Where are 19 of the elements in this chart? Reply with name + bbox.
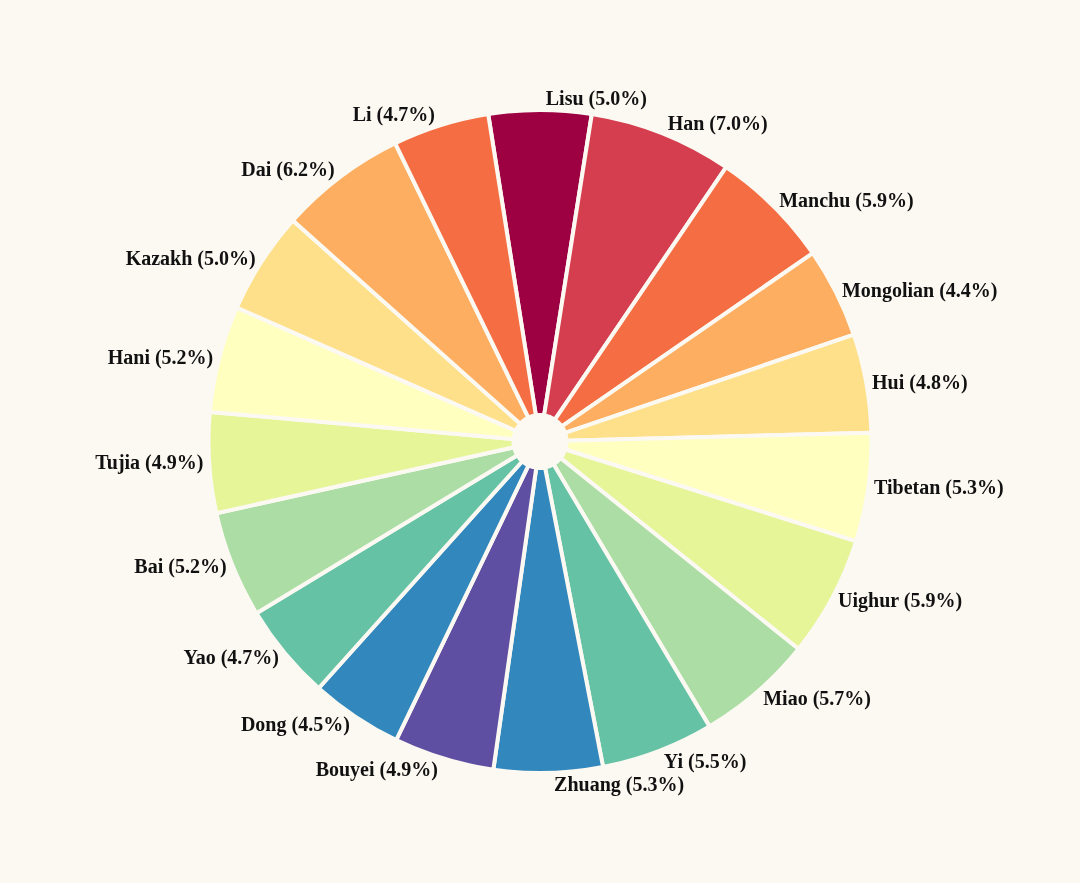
slice-label: Bouyei (4.9%) <box>315 757 438 781</box>
slice-label: Uighur (5.9%) <box>838 588 963 612</box>
slice-label: Dong (4.5%) <box>240 713 350 737</box>
slice-label: Yao (4.7%) <box>183 646 280 670</box>
slice-label: Lisu (5.0%) <box>545 87 647 110</box>
slice-label: Tujia (4.9%) <box>95 451 204 475</box>
slice-label: Hui (4.8%) <box>872 371 968 395</box>
slice-label: Tibetan (5.3%) <box>874 476 1004 500</box>
slice-label: Yi (5.5%) <box>663 749 747 773</box>
slice-label: Han (7.0%) <box>667 111 768 135</box>
slice-label: Li (4.7%) <box>352 103 435 127</box>
slice-label: Zhuang (5.3%) <box>554 772 685 796</box>
slice-label: Kazakh (5.0%) <box>125 246 256 270</box>
slice-label: Manchu (5.9%) <box>779 188 914 212</box>
slice-label: Hani (5.2%) <box>107 346 214 370</box>
slice-label: Miao (5.7%) <box>763 686 871 710</box>
slice-label: Dai (6.2%) <box>241 158 335 182</box>
slice-label: Mongolian (4.4%) <box>841 278 998 302</box>
slice-label: Bai (5.2%) <box>134 554 227 578</box>
